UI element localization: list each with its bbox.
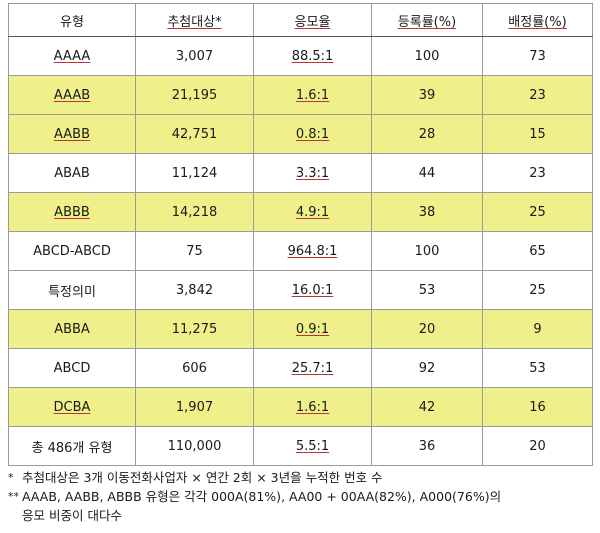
- footnote-1-mark: *: [8, 471, 14, 484]
- cell-assignment-rate: 25: [482, 270, 593, 310]
- cell-type: ABCD: [8, 348, 136, 388]
- cell-targets: 3,842: [135, 270, 254, 310]
- cell-type: ABCD-ABCD: [8, 231, 136, 271]
- table-row: 특정의미 3,842 16.0:1 53 25: [8, 270, 593, 310]
- cell-ratio: 0.9:1: [253, 309, 372, 349]
- cell-ratio: 16.0:1: [253, 270, 372, 310]
- cell-type: AAAA: [8, 36, 136, 76]
- cell-ratio: 4.9:1: [253, 192, 372, 232]
- total-cell-assignment-rate: 20: [482, 426, 593, 466]
- footnote-2-continuation: 응모 비중이 대다수: [22, 508, 122, 523]
- cell-ratio: 25.7:1: [253, 348, 372, 388]
- cell-registration-rate: 92: [371, 348, 483, 388]
- header-type: 유형: [8, 3, 136, 37]
- total-cell-registration-rate: 36: [371, 426, 483, 466]
- table-row: ABAB 11,124 3.3:1 44 23: [8, 153, 593, 193]
- table-total-row: 총 486개 유형 110,000 5.5:1 36 20: [8, 426, 593, 466]
- cell-targets: 21,195: [135, 75, 254, 115]
- cell-targets: 11,275: [135, 309, 254, 349]
- cell-assignment-rate: 53: [482, 348, 593, 388]
- table-row: AABB 42,751 0.8:1 28 15: [8, 114, 593, 154]
- cell-assignment-rate: 23: [482, 75, 593, 115]
- cell-assignment-rate: 9: [482, 309, 593, 349]
- table-row: ABBA 11,275 0.9:1 20 9: [8, 309, 593, 349]
- cell-targets: 606: [135, 348, 254, 388]
- cell-type: ABAB: [8, 153, 136, 193]
- cell-assignment-rate: 15: [482, 114, 593, 154]
- header-assignment-rate: 배정률(%): [482, 3, 593, 37]
- footnote-2-text: AAAB, AABB, ABBB 유형은 각각 000A(81%), AA00 …: [22, 489, 502, 504]
- cell-ratio: 1.6:1: [253, 75, 372, 115]
- cell-type: ABBB: [8, 192, 136, 232]
- cell-type: DCBA: [8, 387, 136, 427]
- cell-registration-rate: 42: [371, 387, 483, 427]
- cell-targets: 1,907: [135, 387, 254, 427]
- cell-registration-rate: 100: [371, 231, 483, 271]
- cell-ratio: 3.3:1: [253, 153, 372, 193]
- cell-targets: 11,124: [135, 153, 254, 193]
- cell-assignment-rate: 65: [482, 231, 593, 271]
- footnote-1: * 추첨대상은 3개 이동전화사업자 × 연간 2회 × 3년을 누적한 번호 …: [8, 468, 596, 487]
- cell-registration-rate: 20: [371, 309, 483, 349]
- table-row: ABCD-ABCD 75 964.8:1 100 65: [8, 231, 593, 271]
- cell-targets: 75: [135, 231, 254, 271]
- cell-assignment-rate: 16: [482, 387, 593, 427]
- cell-registration-rate: 100: [371, 36, 483, 76]
- footnotes: * 추첨대상은 3개 이동전화사업자 × 연간 2회 × 3년을 누적한 번호 …: [8, 468, 596, 525]
- table-row: AAAB 21,195 1.6:1 39 23: [8, 75, 593, 115]
- total-cell-type: 총 486개 유형: [8, 426, 136, 466]
- cell-ratio: 1.6:1: [253, 387, 372, 427]
- cell-assignment-rate: 25: [482, 192, 593, 232]
- footnote-2: ** AAAB, AABB, ABBB 유형은 각각 000A(81%), AA…: [8, 487, 596, 506]
- cell-type: 특정의미: [8, 270, 136, 310]
- cell-registration-rate: 28: [371, 114, 483, 154]
- cell-ratio: 964.8:1: [253, 231, 372, 271]
- table-row: ABCD 606 25.7:1 92 53: [8, 348, 593, 388]
- cell-registration-rate: 53: [371, 270, 483, 310]
- cell-type: ABBA: [8, 309, 136, 349]
- table-row: ABBB 14,218 4.9:1 38 25: [8, 192, 593, 232]
- cell-registration-rate: 44: [371, 153, 483, 193]
- total-cell-ratio: 5.5:1: [253, 426, 372, 466]
- table-header-row: 유형 추첨대상* 응모율 등록률(%) 배정률(%): [8, 3, 593, 37]
- cell-targets: 42,751: [135, 114, 254, 154]
- cell-ratio: 88.5:1: [253, 36, 372, 76]
- stats-table: 유형 추첨대상* 응모율 등록률(%) 배정률(%) AAAA 3,007 88.5…: [8, 3, 593, 466]
- table-row: AAAA 3,007 88.5:1 100 73: [8, 36, 593, 76]
- cell-assignment-rate: 23: [482, 153, 593, 193]
- cell-targets: 14,218: [135, 192, 254, 232]
- total-cell-targets: 110,000: [135, 426, 254, 466]
- footnote-1-text: 추첨대상은 3개 이동전화사업자 × 연간 2회 × 3년을 누적한 번호 수: [22, 470, 383, 485]
- cell-registration-rate: 38: [371, 192, 483, 232]
- header-targets: 추첨대상*: [135, 3, 254, 37]
- footnote-2-mark: **: [8, 490, 19, 503]
- table-body: AAAA 3,007 88.5:1 100 73 AAAB 21,195 1.6:1 39 23 A…: [8, 36, 593, 466]
- cell-assignment-rate: 73: [482, 36, 593, 76]
- header-registration-rate: 등록률(%): [371, 3, 483, 37]
- cell-ratio: 0.8:1: [253, 114, 372, 154]
- cell-type: AAAB: [8, 75, 136, 115]
- cell-type: AABB: [8, 114, 136, 154]
- cell-targets: 3,007: [135, 36, 254, 76]
- cell-registration-rate: 39: [371, 75, 483, 115]
- table-row: DCBA 1,907 1.6:1 42 16: [8, 387, 593, 427]
- header-ratio: 응모율: [253, 3, 372, 37]
